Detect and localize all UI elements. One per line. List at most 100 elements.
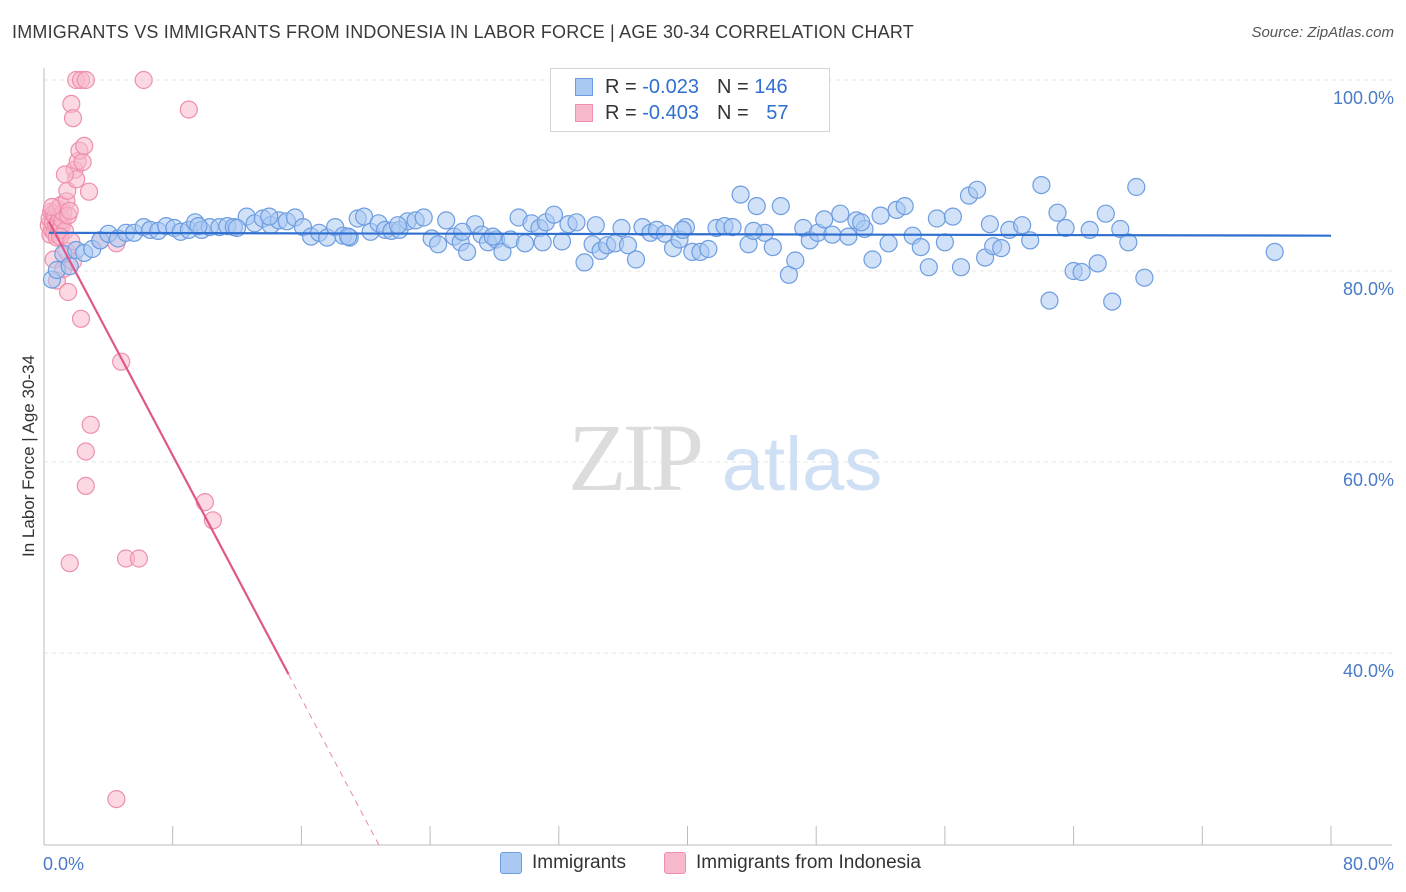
immigrants-point <box>935 233 955 252</box>
immigrants-point <box>815 210 834 229</box>
legend-n-label: N = <box>716 101 749 124</box>
immigrants-point <box>453 222 472 241</box>
legend-row-immigrants: R = -0.023 N = 146 <box>575 75 788 99</box>
immigrants-point <box>483 227 502 246</box>
indonesia-point <box>195 493 214 512</box>
indonesia-point <box>76 476 95 495</box>
immigrants-point <box>260 207 279 226</box>
immigrants-point <box>871 206 890 225</box>
immigrants-point <box>723 218 742 237</box>
indonesia-trend-extension <box>288 673 380 846</box>
immigrants-point <box>437 211 456 230</box>
immigrants-point <box>544 205 564 224</box>
immigrants-point <box>586 216 605 235</box>
immigrants-point <box>1021 231 1040 250</box>
legend-n-value: 57 <box>766 101 789 124</box>
legend-item-indonesia[interactable]: Immigrants from Indonesia <box>664 852 921 874</box>
immigrants-point <box>612 218 631 238</box>
indonesia-point <box>76 442 95 461</box>
watermark-atlas: atlas <box>722 422 883 507</box>
immigrants-point <box>895 197 914 216</box>
immigrants-point <box>879 234 898 253</box>
legend-n-value: 146 <box>754 75 788 98</box>
immigrants-point <box>1056 218 1075 238</box>
indonesia-point <box>60 554 79 573</box>
immigrants-point <box>992 239 1011 258</box>
immigrants-point <box>1096 204 1115 223</box>
legend-r-value: -0.023 <box>642 75 699 98</box>
immigrants-point <box>1265 242 1284 261</box>
indonesia-point <box>179 100 198 119</box>
immigrants-point <box>414 208 433 227</box>
immigrants-point <box>731 185 750 204</box>
immigrants-point <box>863 250 882 269</box>
immigrants-point <box>1012 216 1032 235</box>
immigrants-point <box>831 204 850 223</box>
immigrants-point <box>919 258 938 277</box>
axes <box>43 68 1392 846</box>
indonesia-point <box>81 415 100 434</box>
immigrants-point <box>618 236 638 255</box>
series-immigrants-points <box>42 176 1284 311</box>
legend-label-immigrants: Immigrants <box>532 852 626 873</box>
immigrants-point <box>839 227 858 246</box>
immigrants-point <box>1111 219 1130 239</box>
series-legend: Immigrants Immigrants from Indonesia <box>0 852 1406 878</box>
legend-swatch-blue <box>575 78 593 96</box>
indonesia-point <box>71 309 91 328</box>
indonesia-point <box>60 201 79 220</box>
trend-lines <box>47 220 1332 846</box>
x-tick-label: 0.0% <box>43 854 84 874</box>
immigrants-point <box>1032 176 1051 195</box>
immigrants-point <box>458 242 477 261</box>
indonesia-point <box>55 165 75 184</box>
legend-swatch-blue <box>500 852 522 874</box>
legend-n-label: N = <box>716 75 749 98</box>
legend-swatch-pink <box>575 104 593 122</box>
indonesia-point <box>134 70 153 90</box>
chart-title: IMMIGRANTS VS IMMIGRANTS FROM INDONESIA … <box>12 22 914 42</box>
immigrants-point <box>951 258 971 277</box>
immigrants-point <box>429 235 448 254</box>
watermark: ZIP atlas <box>568 404 882 511</box>
stats-legend: R = -0.023 N = 146 R = -0.403 N = 57 <box>550 68 830 132</box>
immigrants-point <box>771 197 790 216</box>
immigrants-point <box>567 213 586 232</box>
immigrants-point <box>911 238 930 257</box>
indonesia-point <box>129 549 148 568</box>
legend-item-immigrants[interactable]: Immigrants <box>500 852 626 874</box>
y-tick-label: 100.0% <box>1333 88 1394 108</box>
immigrants-point <box>388 216 407 235</box>
immigrants-point <box>1103 292 1122 311</box>
indonesia-point <box>75 136 94 155</box>
indonesia-point <box>79 182 99 201</box>
immigrants-trend-line <box>48 231 1332 237</box>
immigrants-point <box>1072 262 1091 282</box>
x-tick-label: 80.0% <box>1343 854 1394 874</box>
immigrants-point <box>1048 203 1067 222</box>
immigrants-point <box>339 227 358 246</box>
legend-label-indonesia: Immigrants from Indonesia <box>696 852 921 873</box>
immigrants-point <box>927 209 947 228</box>
legend-swatch-pink <box>664 852 686 874</box>
indonesia-point <box>76 70 95 90</box>
immigrants-point <box>852 213 871 232</box>
source-label: Source: ZipAtlas.com <box>1251 24 1394 41</box>
legend-r-label: R = <box>605 75 637 98</box>
immigrants-point <box>673 220 692 239</box>
series-indonesia-points <box>39 70 222 809</box>
y-tick-label: 60.0% <box>1343 470 1394 490</box>
immigrants-point <box>189 217 208 236</box>
y-tick-label: 40.0% <box>1343 661 1394 681</box>
immigrants-point <box>1127 177 1146 197</box>
legend-r-label: R = <box>605 101 637 124</box>
immigrants-point <box>980 215 1000 234</box>
legend-r-value: -0.403 <box>642 101 699 124</box>
indonesia-point <box>42 197 62 217</box>
immigrants-point <box>533 233 552 252</box>
immigrants-point <box>744 221 763 240</box>
immigrants-point <box>1135 268 1154 287</box>
indonesia-point <box>73 153 92 172</box>
legend-row-indonesia: R = -0.403 N = 57 <box>575 101 788 125</box>
